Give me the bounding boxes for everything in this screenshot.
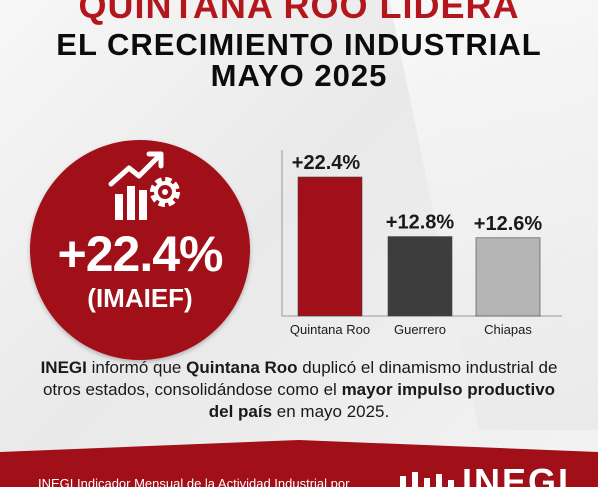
bar-value-label: +22.4%: [292, 152, 361, 174]
description-state: Quintana Roo: [186, 358, 298, 377]
category-label: Guerrero: [394, 322, 446, 337]
footer-bars-icon: [400, 472, 454, 487]
description-text-3: en mayo 2025.: [272, 402, 390, 421]
bar-chart: +22.4% Quintana Roo +12.8% Guerrero +12.6% Ch…: [281, 150, 562, 337]
chart-axis: [281, 150, 562, 317]
category-label: Chiapas: [484, 322, 532, 337]
footer-source: INEGI Indicador Mensual de la Actividad …: [38, 476, 350, 487]
category-label: Quintana Roo: [290, 322, 370, 337]
bar-guerrero: [387, 236, 453, 317]
description: INEGI informó que Quintana Roo duplicó e…: [40, 357, 558, 423]
headline-red: QUINTANA ROO LIDERA: [78, 0, 520, 26]
description-text-1: informó que: [86, 358, 187, 377]
description-emphasis: mayor impulso productivo del país: [208, 380, 556, 421]
inegi-logo: INEGI: [462, 461, 571, 487]
headline-line-2: EL CRECIMIENTO INDUSTRIAL: [56, 27, 542, 62]
bar-value-label: +12.8%: [386, 212, 455, 234]
bar-quintana-roo: [297, 176, 363, 317]
headline-line-3: MAYO 2025: [210, 58, 388, 93]
highlight-label: (IMAIEF): [87, 283, 193, 313]
bar-chiapas: [475, 237, 541, 317]
highlight-value: +22.4%: [57, 226, 224, 282]
description-text-2: duplicó el dinamismo industrial de otros…: [42, 358, 558, 399]
industry-growth-icon: [108, 151, 180, 220]
description-inegi: INEGI: [40, 358, 87, 377]
bar-value-label: +12.6%: [474, 213, 543, 235]
